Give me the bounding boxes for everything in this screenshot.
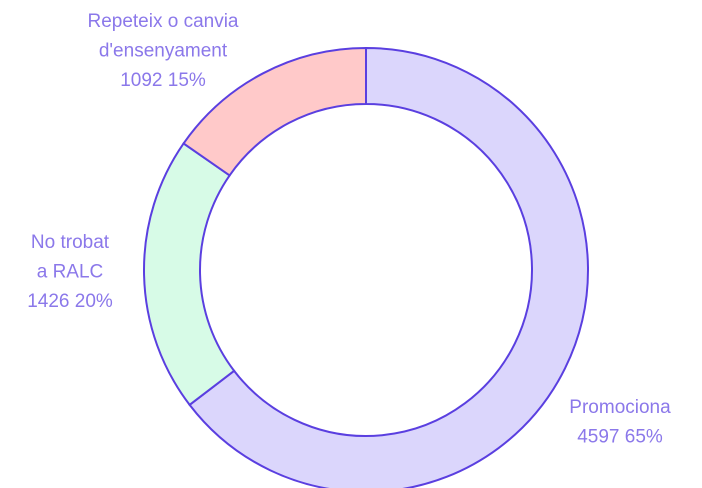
donut-segment — [182, 46, 367, 177]
value-label: 1092 15% — [120, 70, 206, 91]
slice-label: Promociona — [569, 397, 671, 418]
slice-label: No trobat — [31, 232, 110, 253]
donut-segment — [188, 46, 589, 488]
value-label: 4597 65% — [577, 427, 663, 448]
slice-label: a RALC — [37, 262, 104, 283]
slice-label: Repeteix o canvia — [87, 11, 238, 32]
donut-segment — [143, 142, 236, 407]
slice-label: d'ensenyament — [99, 41, 228, 62]
value-label: 1426 20% — [27, 291, 113, 312]
